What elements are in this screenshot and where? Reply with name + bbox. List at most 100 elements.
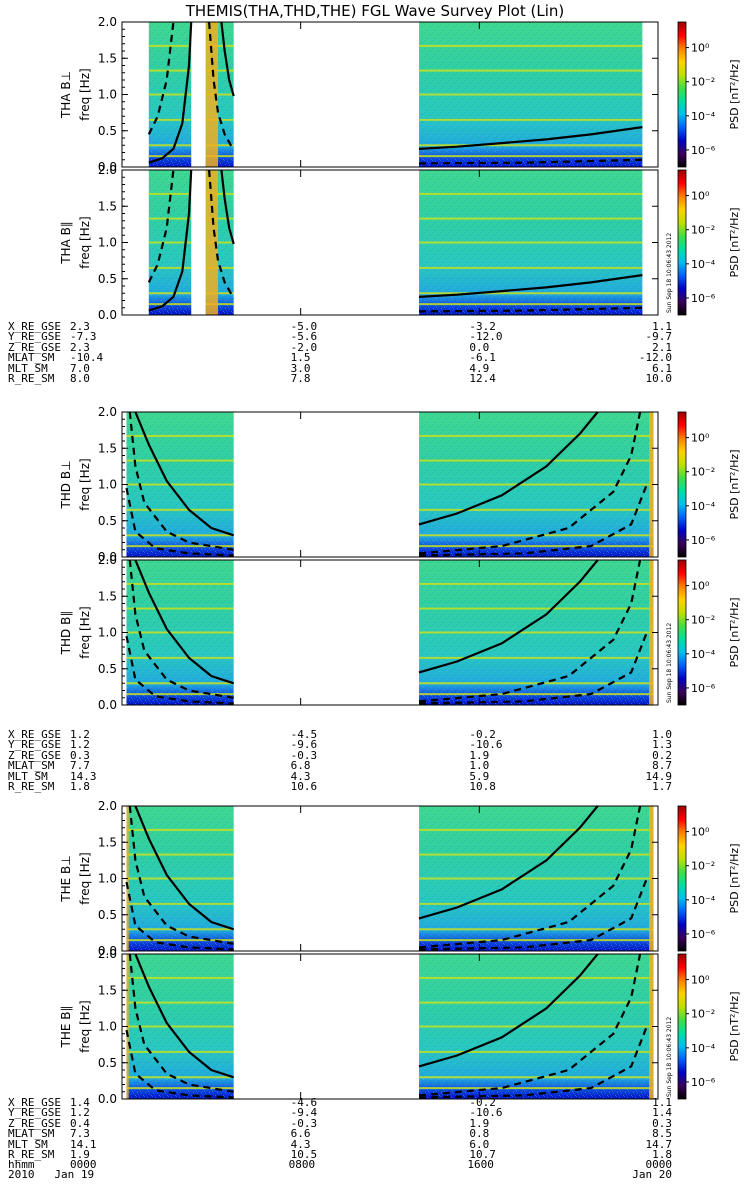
colorbar-tick-label: 10⁻⁴ xyxy=(691,648,716,661)
harmonic-line xyxy=(126,693,234,696)
cyclotron-dashed-curve xyxy=(147,21,175,135)
harmonic-line xyxy=(148,217,192,220)
ephemeris-row-label: MLT_SM xyxy=(8,769,48,783)
colorbar-tick-label: 10⁻⁶ xyxy=(691,1076,716,1089)
ephemeris-value: -9.4 xyxy=(290,1106,318,1120)
y-tick-label: 1.0 xyxy=(98,478,117,492)
cyclotron-solid-curve xyxy=(134,805,235,931)
colorbar-tick-label: 10⁻⁴ xyxy=(691,894,716,907)
harmonic-line xyxy=(148,292,192,295)
ephemeris-value: 3.0 xyxy=(290,361,311,375)
colorbar xyxy=(677,805,687,952)
harmonic-line xyxy=(419,631,654,634)
harmonic-line xyxy=(126,656,234,659)
harmonic-line xyxy=(419,928,654,931)
harmonic-line xyxy=(126,902,234,905)
panel-label: THE B∥ xyxy=(59,1006,73,1049)
ephemeris-value: 7.8 xyxy=(290,372,311,385)
ephemeris-value: 2.1 xyxy=(652,340,672,354)
cyclotron-dashed-curve xyxy=(418,878,648,951)
y-tick-label: 0.5 xyxy=(98,1056,117,1070)
colorbar-tick-label: 10⁰ xyxy=(691,42,710,55)
ephemeris-value: 10.7 xyxy=(469,1148,496,1161)
y-tick-label: 1.0 xyxy=(98,1020,117,1034)
colorbar-tick-label: 10⁻² xyxy=(691,614,715,627)
ephemeris-value: -4.5 xyxy=(290,728,318,741)
y-axis-label: freq [Hz] xyxy=(78,1000,92,1052)
colorbar-tick-label: 10⁻² xyxy=(691,860,715,873)
ephemeris-value: -5.0 xyxy=(290,320,318,333)
ephemeris-value: 0.8 xyxy=(469,1127,490,1141)
ephemeris-row-label: R_RE_SM xyxy=(8,1148,55,1161)
cyclotron-dashed-curve xyxy=(418,411,642,555)
harmonic-line xyxy=(148,155,192,158)
y-tick-label: 2.0 xyxy=(98,15,117,29)
ephemeris-value: 1.1 xyxy=(652,1096,672,1109)
ephemeris-value: 1.1 xyxy=(652,320,672,333)
ephemeris-value: 10.8 xyxy=(469,780,496,793)
colorbar-tick-label: 10⁻² xyxy=(691,224,715,237)
cyclotron-solid-curve xyxy=(134,953,235,1079)
ephemeris-value: -10.4 xyxy=(70,351,104,365)
harmonic-line xyxy=(148,69,192,72)
harmonic-line xyxy=(419,241,643,244)
harmonic-line xyxy=(126,631,234,634)
harmonic-line xyxy=(205,303,234,306)
ephemeris-value: 4.9 xyxy=(469,361,490,375)
time-tick-label: 0000 xyxy=(70,1158,97,1171)
time-tick-label: 1600 xyxy=(467,1158,494,1171)
ephemeris-value: 12.4 xyxy=(469,372,496,385)
ephemeris-value: -0.3 xyxy=(290,748,318,762)
harmonic-line xyxy=(419,902,654,905)
harmonic-line xyxy=(419,853,654,856)
harmonic-line xyxy=(126,607,234,610)
y-tick-label: 0.5 xyxy=(98,662,117,676)
cyclotron-dashed-curve xyxy=(125,881,234,951)
harmonic-line xyxy=(126,534,234,537)
harmonic-line xyxy=(419,939,654,942)
cyclotron-dashed-curve xyxy=(418,953,642,1097)
harmonic-line xyxy=(148,266,192,269)
ephemeris-value: 0.3 xyxy=(70,748,90,762)
colorbar-tick-label: 10⁻⁴ xyxy=(691,500,716,513)
y-axis-label: freq [Hz] xyxy=(78,68,92,120)
high-power-band xyxy=(649,560,654,705)
ephemeris-value: 6.8 xyxy=(290,759,311,773)
y-tick-label: 2.0 xyxy=(98,553,117,567)
ephemeris-value: 1.8 xyxy=(70,780,90,793)
ephemeris-value: 8.0 xyxy=(70,372,90,385)
cyclotron-dashed-curve xyxy=(418,158,643,165)
harmonic-line xyxy=(419,508,654,511)
harmonic-line xyxy=(419,534,654,537)
y-tick-label: 0.0 xyxy=(98,944,117,958)
harmonic-line xyxy=(419,828,654,831)
harmonic-line xyxy=(205,217,234,220)
harmonic-line xyxy=(419,1076,654,1079)
cyclotron-solid-curve xyxy=(418,411,599,526)
harmonic-line xyxy=(419,656,654,659)
harmonic-line xyxy=(419,69,643,72)
ephemeris-row-label: X_RE_GSE xyxy=(8,1096,61,1109)
cyclotron-dashed-curve xyxy=(418,484,648,557)
high-power-band xyxy=(649,412,654,557)
cyclotron-solid-curve xyxy=(418,805,599,920)
harmonic-line xyxy=(205,93,234,96)
harmonic-line xyxy=(126,1050,234,1053)
ephemeris-value: -12.0 xyxy=(469,330,503,344)
colorbar-tick-label: 10⁻⁴ xyxy=(691,258,716,271)
ephemeris-value: 7.0 xyxy=(70,361,90,375)
y-tick-label: 1.5 xyxy=(98,835,117,849)
harmonic-line xyxy=(126,508,234,511)
harmonic-line xyxy=(126,582,234,585)
harmonic-line xyxy=(126,483,234,486)
cyclotron-solid-curve xyxy=(418,953,599,1068)
ephemeris-value: 8.5 xyxy=(652,1127,672,1141)
ephemeris-value: 14.3 xyxy=(70,769,97,783)
ephemeris-row-label: Y_RE_GSE xyxy=(8,1106,61,1120)
ephemeris-value: -4.6 xyxy=(290,1096,318,1109)
timestamp-stamp: Sun Sep 18 10:06:43 2012 xyxy=(666,233,673,313)
colorbar-label: PSD [nT²/Hz] xyxy=(728,597,741,667)
cyclotron-solid-curve xyxy=(148,169,193,312)
colorbar-label: PSD [nT²/Hz] xyxy=(728,207,741,277)
harmonic-line xyxy=(126,939,234,942)
